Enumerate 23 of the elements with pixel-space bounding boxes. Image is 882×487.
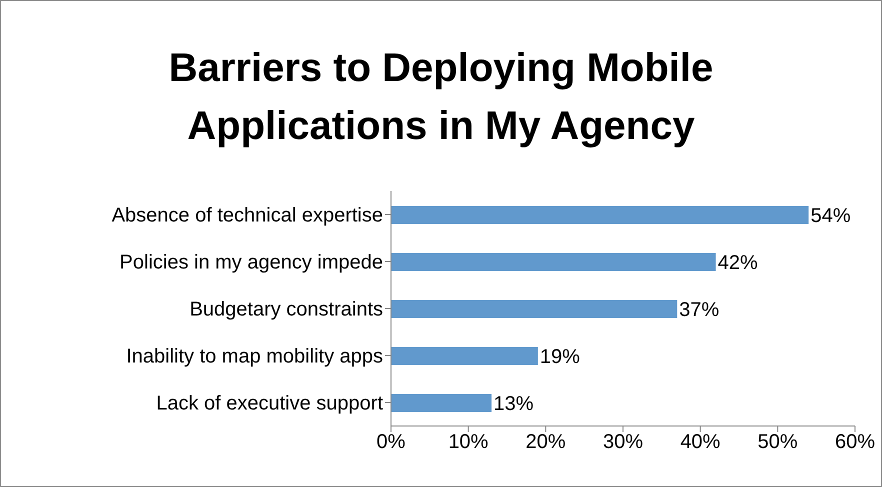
bar xyxy=(391,206,809,224)
bar xyxy=(391,394,492,412)
x-tick-label: 10% xyxy=(448,431,489,454)
data-label: 13% xyxy=(494,393,534,416)
x-tick-label: 0% xyxy=(376,431,406,454)
data-label: 19% xyxy=(540,346,580,368)
bar xyxy=(391,253,716,271)
x-tick-label: 30% xyxy=(602,431,644,454)
x-tick-label: 60% xyxy=(834,431,876,454)
data-label: 37% xyxy=(679,299,720,322)
x-tick-label: 40% xyxy=(680,431,721,454)
x-tick-label: 50% xyxy=(758,431,798,454)
y-tick-label: Policies in my agency impede xyxy=(120,252,383,274)
y-tick-label: Inability to map mobility apps xyxy=(126,346,383,368)
data-label: 42% xyxy=(718,252,758,274)
y-tick-label: Absence of technical expertise xyxy=(112,204,383,227)
y-tick-label: Budgetary constraints xyxy=(190,298,383,321)
y-tick-label: Lack of executive support xyxy=(156,392,384,415)
chart-title: Barriers to Deploying Mobile Applications in My Agency xyxy=(168,45,714,150)
x-tick-label: 20% xyxy=(526,431,566,454)
bar xyxy=(391,347,538,365)
bar xyxy=(391,300,678,318)
data-label: 54% xyxy=(810,205,851,228)
